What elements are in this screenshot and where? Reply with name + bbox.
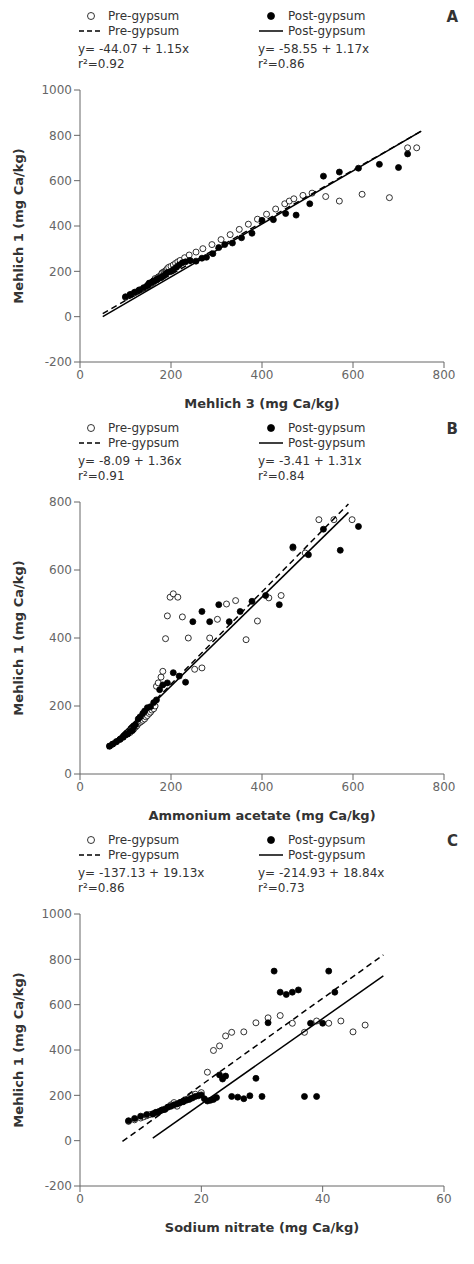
svg-text:800: 800 xyxy=(49,129,72,143)
html-text:Pre-gypsum: Pre-gypsum xyxy=(108,8,180,23)
html-text:r²=0.91: r²=0.91 xyxy=(78,469,125,483)
html-text:r²=0.86: r²=0.86 xyxy=(78,881,125,895)
svg-text:800: 800 xyxy=(49,495,72,509)
svg-text:400: 400 xyxy=(251,780,274,794)
svg-text:600: 600 xyxy=(342,780,365,794)
svg-text:0: 0 xyxy=(76,1192,84,1206)
svg-text:200: 200 xyxy=(160,780,183,794)
html-text:Post-gypsum: Post-gypsum xyxy=(288,8,366,23)
svg-text:800: 800 xyxy=(433,368,456,382)
svg-text:Mehlich 1 (mg Ca/kg): Mehlich 1 (mg Ca/kg) xyxy=(11,972,26,1127)
html-text:B: B xyxy=(446,420,458,438)
svg-text:600: 600 xyxy=(342,368,365,382)
svg-text:-200: -200 xyxy=(45,1179,72,1193)
svg-text:Sodium nitrate (mg Ca/kg): Sodium nitrate (mg Ca/kg) xyxy=(165,1220,359,1235)
html-text:Pre-gypsum: Pre-gypsum xyxy=(108,420,180,435)
svg-text:400: 400 xyxy=(251,368,274,382)
html-text:y= -44.07 + 1.15x: y= -44.07 + 1.15x xyxy=(78,42,190,56)
html-text:A: A xyxy=(446,8,458,26)
svg-text:200: 200 xyxy=(49,265,72,279)
svg-text:0: 0 xyxy=(64,767,72,781)
html-text:r²=0.92: r²=0.92 xyxy=(78,57,125,71)
svg-text:60: 60 xyxy=(436,1192,451,1206)
svg-text:-200: -200 xyxy=(45,355,72,369)
html-text:Post-gypsum: Post-gypsum xyxy=(288,435,366,450)
html-text:Post-gypsum: Post-gypsum xyxy=(288,23,366,38)
html-text:y= -8.09 + 1.36x: y= -8.09 + 1.36x xyxy=(78,454,182,468)
html-text:y= -137.13 + 19.13x: y= -137.13 + 19.13x xyxy=(78,866,205,880)
svg-text:0: 0 xyxy=(64,310,72,324)
html-text:C: C xyxy=(447,832,458,850)
svg-text:200: 200 xyxy=(49,1089,72,1103)
svg-text:800: 800 xyxy=(49,953,72,967)
svg-text:0: 0 xyxy=(76,780,84,794)
html-text:Pre-gypsum: Pre-gypsum xyxy=(108,435,180,450)
html-text:Pre-gypsum: Pre-gypsum xyxy=(108,23,180,38)
html-text:y= -3.41 + 1.31x: y= -3.41 + 1.31x xyxy=(258,454,362,468)
svg-text:0: 0 xyxy=(76,368,84,382)
svg-text:Ammonium acetate (mg Ca/kg): Ammonium acetate (mg Ca/kg) xyxy=(148,808,375,823)
html-text:r²=0.84: r²=0.84 xyxy=(258,469,305,483)
svg-text:1000: 1000 xyxy=(41,83,72,97)
svg-text:200: 200 xyxy=(160,368,183,382)
html-text:Pre-gypsum: Pre-gypsum xyxy=(108,847,180,862)
svg-text:600: 600 xyxy=(49,998,72,1012)
svg-text:400: 400 xyxy=(49,219,72,233)
svg-text:20: 20 xyxy=(194,1192,209,1206)
svg-text:Mehlich 3 (mg Ca/kg): Mehlich 3 (mg Ca/kg) xyxy=(184,396,339,411)
html-text:r²=0.86: r²=0.86 xyxy=(258,57,305,71)
svg-text:Mehlich 1 (mg Ca/kg): Mehlich 1 (mg Ca/kg) xyxy=(11,560,26,715)
html-text:Pre-gypsum: Pre-gypsum xyxy=(108,832,180,847)
html-text:y= -58.55 + 1.17x: y= -58.55 + 1.17x xyxy=(258,42,370,56)
svg-text:600: 600 xyxy=(49,174,72,188)
html-text:Post-gypsum: Post-gypsum xyxy=(288,420,366,435)
svg-text:800: 800 xyxy=(433,780,456,794)
svg-text:600: 600 xyxy=(49,563,72,577)
svg-text:0: 0 xyxy=(64,1134,72,1148)
html-text:y= -214.93 + 18.84x: y= -214.93 + 18.84x xyxy=(258,866,385,880)
html-text:r²=0.73: r²=0.73 xyxy=(258,881,305,895)
svg-text:40: 40 xyxy=(315,1192,330,1206)
svg-text:400: 400 xyxy=(49,631,72,645)
svg-text:200: 200 xyxy=(49,699,72,713)
svg-text:Mehlich 1 (mg Ca/kg): Mehlich 1 (mg Ca/kg) xyxy=(11,148,26,303)
html-text:Post-gypsum: Post-gypsum xyxy=(288,847,366,862)
svg-text:400: 400 xyxy=(49,1043,72,1057)
html-text:Post-gypsum: Post-gypsum xyxy=(288,832,366,847)
svg-text:1000: 1000 xyxy=(41,907,72,921)
